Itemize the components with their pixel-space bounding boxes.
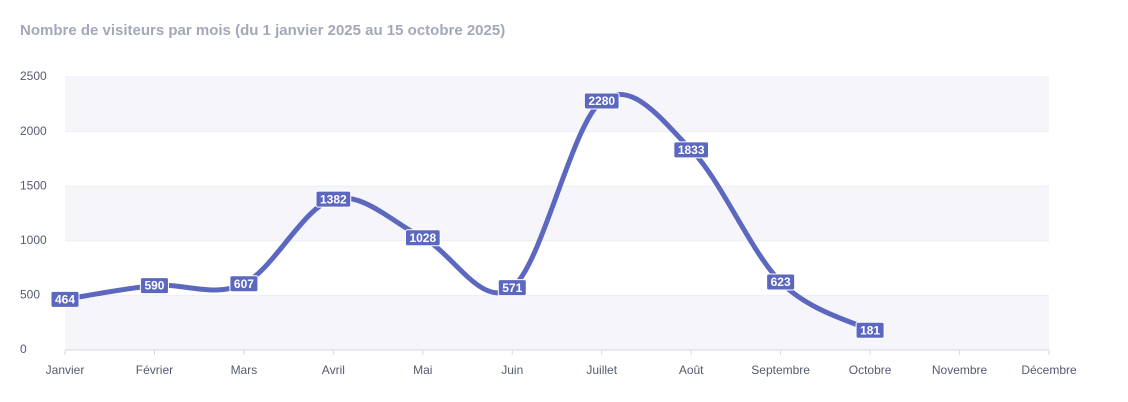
- data-label-text: 590: [144, 279, 164, 293]
- data-label: 464: [50, 290, 80, 308]
- data-label: 623: [766, 273, 796, 291]
- data-label-text: 623: [771, 275, 791, 289]
- x-tick-label: Août: [679, 363, 704, 377]
- data-label-box: [766, 273, 796, 291]
- x-tick-label: Novembre: [932, 363, 988, 377]
- band: [65, 295, 1049, 350]
- data-label: 607: [229, 275, 259, 293]
- data-label-box: [855, 321, 885, 339]
- x-tick-label: Mars: [231, 363, 258, 377]
- data-label-text: 181: [860, 323, 880, 337]
- band: [65, 77, 1049, 132]
- x-tick-label: Décembre: [1021, 363, 1077, 377]
- x-tick-label: Février: [136, 363, 173, 377]
- x-tick-label: Septembre: [751, 363, 810, 377]
- data-label: 1382: [315, 190, 352, 208]
- data-label-text: 607: [234, 277, 254, 291]
- x-tick-label: Juillet: [586, 363, 617, 377]
- data-label: 1833: [673, 141, 710, 159]
- x-tick-label: Juin: [501, 363, 523, 377]
- data-label-box: [315, 190, 352, 208]
- x-tick-label: Octobre: [849, 363, 892, 377]
- line: [62, 92, 873, 333]
- data-label: 2280: [583, 92, 620, 110]
- y-tick-label: 1000: [20, 233, 47, 247]
- data-label-text: 1382: [320, 192, 347, 206]
- y-tick-label: 2000: [20, 124, 47, 138]
- data-label: 571: [497, 279, 527, 297]
- data-label-text: 571: [502, 281, 522, 295]
- data-label-box: [50, 290, 80, 308]
- data-label-text: 2280: [588, 94, 615, 108]
- data-label-box: [229, 275, 259, 293]
- chart-title: Nombre de visiteurs par mois (du 1 janvi…: [20, 22, 505, 39]
- data-label-text: 464: [55, 293, 75, 307]
- data-label-text: 1833: [678, 143, 705, 157]
- data-label-box: [497, 279, 527, 297]
- data-label-box: [139, 277, 169, 295]
- x-tick-label: Janvier: [46, 363, 85, 377]
- data-label: 590: [139, 277, 169, 295]
- y-tick-label: 2500: [20, 69, 47, 83]
- x-tick-label: Mai: [413, 363, 432, 377]
- data-label-box: [404, 229, 441, 247]
- data-label-box: [583, 92, 620, 110]
- data-label-text: 1028: [409, 231, 436, 245]
- x-tick-label: Avril: [322, 363, 345, 377]
- data-label: 181: [855, 321, 885, 339]
- y-tick-label: 0: [20, 342, 27, 356]
- data-label-box: [673, 141, 710, 159]
- y-tick-label: 500: [20, 288, 40, 302]
- y-tick-label: 1500: [20, 178, 47, 192]
- data-label: 1028: [404, 229, 441, 247]
